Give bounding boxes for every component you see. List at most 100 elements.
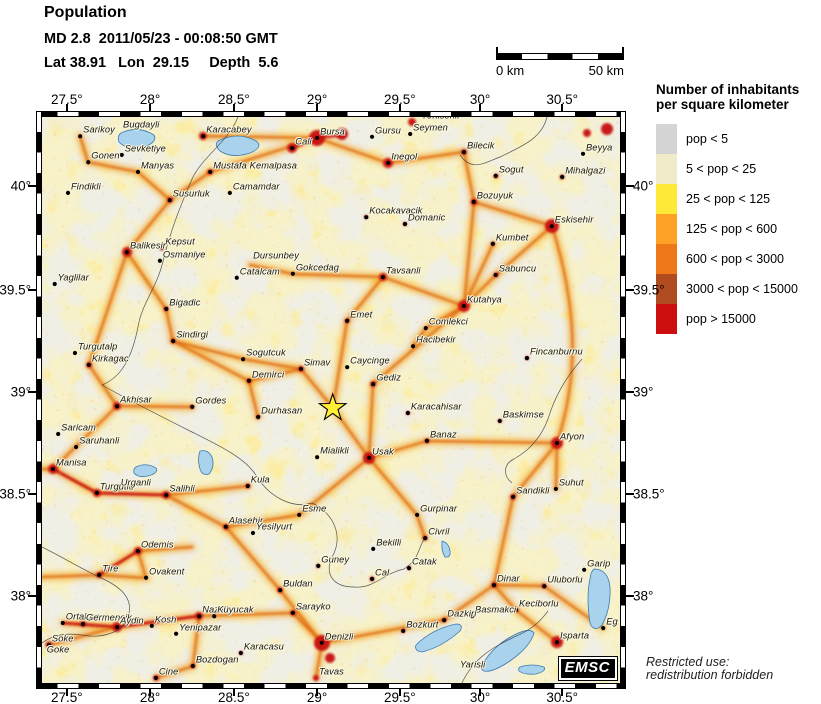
axis-tick-label: 28.5° bbox=[218, 690, 250, 704]
axis-tick-label: 29.5° bbox=[383, 690, 416, 704]
city-label: Bugdayli bbox=[123, 119, 160, 130]
city-label: Manisa bbox=[55, 457, 87, 468]
axis-tick-label: 40° bbox=[10, 178, 31, 194]
city-label: Beyya bbox=[586, 142, 613, 153]
city-dot bbox=[410, 344, 416, 349]
axis-tick-label: 29.5° bbox=[383, 92, 416, 107]
city-dot bbox=[115, 404, 120, 409]
legend-item: 3000 < pop < 15000 bbox=[656, 274, 818, 304]
city-label: Caycinge bbox=[350, 355, 390, 366]
legend-title-line2: per square kilometer bbox=[656, 97, 789, 112]
city-dot bbox=[190, 663, 195, 669]
city-dot bbox=[298, 366, 304, 371]
degree-tick bbox=[232, 104, 235, 111]
city-label: Comlekci bbox=[428, 316, 468, 327]
degree-tick bbox=[479, 689, 482, 696]
city-dot bbox=[423, 326, 428, 331]
map-raster bbox=[42, 117, 620, 683]
city-label: Soke bbox=[51, 633, 74, 644]
axis-tick-label: 30.5° bbox=[546, 690, 579, 704]
city-dot bbox=[160, 245, 165, 250]
city-dot bbox=[149, 623, 154, 628]
city-dot bbox=[124, 250, 130, 255]
emsc-logo: EMSC bbox=[557, 656, 619, 681]
axis-tick-label: 29° bbox=[306, 92, 328, 107]
city-label: Gurpinar bbox=[420, 503, 458, 514]
city-dot bbox=[86, 160, 91, 165]
city-dot bbox=[201, 134, 206, 139]
city-dot bbox=[290, 146, 295, 151]
lake-shape bbox=[518, 664, 546, 675]
city-dot bbox=[405, 410, 410, 416]
city-label: Bursa bbox=[320, 126, 345, 137]
axis-left-labels: 40° 39.5° 39° 38.5° 38° bbox=[0, 117, 33, 683]
city-label: Keciborlu bbox=[518, 598, 559, 609]
degree-tick bbox=[149, 104, 152, 111]
lake-shape bbox=[117, 129, 156, 149]
axis-tick-label: 38.5° bbox=[633, 486, 665, 502]
restricted-line2: redistribution forbidden bbox=[646, 668, 774, 682]
city-dot bbox=[246, 378, 252, 383]
city-dot bbox=[119, 152, 124, 158]
city-dot bbox=[290, 271, 295, 276]
city-dot bbox=[582, 567, 587, 572]
city-dot bbox=[490, 241, 495, 246]
city-label: Domanic bbox=[407, 212, 446, 223]
city-dot bbox=[469, 614, 475, 619]
city-dot bbox=[424, 438, 430, 443]
degree-tick bbox=[398, 689, 401, 696]
city-dot bbox=[549, 224, 554, 229]
city-label: Catak bbox=[412, 556, 437, 567]
legend-color-swatch bbox=[656, 184, 677, 214]
city-dot bbox=[80, 622, 86, 627]
city-dot bbox=[345, 318, 350, 323]
city-density-blob bbox=[408, 118, 416, 126]
lake-shape bbox=[216, 135, 260, 156]
city-dot bbox=[143, 575, 149, 580]
lake-shape bbox=[480, 630, 535, 672]
degree-tick bbox=[28, 391, 36, 394]
city-dot bbox=[461, 303, 467, 309]
city-dot bbox=[580, 151, 586, 156]
city-label: Tavas bbox=[318, 666, 344, 677]
city-dot bbox=[471, 199, 476, 204]
city-dot bbox=[190, 404, 195, 409]
city-dot bbox=[135, 549, 141, 554]
city-dot bbox=[115, 486, 120, 491]
frame-border-bottom bbox=[36, 683, 626, 689]
city-label: Bozdogan bbox=[195, 654, 239, 665]
map-frame: Sarikoy Bugdayli Karacabey Cali Bursa Gursu Se… bbox=[36, 111, 626, 689]
city-label: Banaz bbox=[429, 429, 457, 440]
city-label: Ovakent bbox=[149, 566, 185, 577]
city-dot bbox=[380, 275, 386, 280]
city-label: Yaglilar bbox=[57, 272, 89, 283]
city-label: Alasehir bbox=[228, 515, 264, 526]
event-coordinates: Lat 38.91 Lon 29.15 Depth 5.6 bbox=[44, 55, 279, 71]
city-density-blob bbox=[325, 653, 335, 663]
city-dot bbox=[46, 642, 52, 648]
city-label: Yenisehir bbox=[421, 117, 460, 120]
city-label: Salihli bbox=[169, 483, 195, 494]
city-label: Sandikli bbox=[516, 485, 550, 496]
scale-bar-max-label: 50 km bbox=[588, 63, 624, 78]
city-density-blob bbox=[336, 128, 348, 140]
city-dot bbox=[208, 169, 213, 175]
city-dot bbox=[371, 382, 376, 387]
city-dot bbox=[212, 614, 217, 619]
city-label: Karacahisar bbox=[410, 401, 462, 412]
axis-tick-label: 40° bbox=[633, 178, 654, 194]
city-label: Cine bbox=[158, 666, 179, 677]
boundary-line bbox=[461, 610, 549, 683]
legend-item: 125 < pop < 600 bbox=[656, 214, 818, 244]
city-dot bbox=[94, 490, 100, 495]
boundary-line bbox=[42, 546, 130, 644]
city-label: Inegol bbox=[391, 151, 418, 162]
city-dot bbox=[167, 198, 172, 203]
city-label: Denizli bbox=[324, 631, 354, 642]
lake-shape bbox=[415, 623, 462, 653]
city-dot bbox=[164, 306, 169, 311]
legend-item: pop > 15000 bbox=[656, 304, 818, 334]
event-magnitude-time: MD 2.8 2011/05/23 - 00:08:50 GMT bbox=[44, 31, 278, 47]
boundary-line bbox=[505, 358, 583, 484]
city-label: Sindirgi bbox=[176, 329, 209, 340]
